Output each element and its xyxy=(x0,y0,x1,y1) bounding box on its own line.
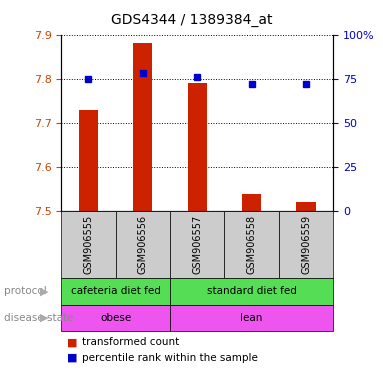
Bar xyxy=(242,194,261,211)
Text: lean: lean xyxy=(241,313,263,323)
Text: ▶: ▶ xyxy=(40,286,48,296)
Text: percentile rank within the sample: percentile rank within the sample xyxy=(82,353,258,362)
Text: GSM906555: GSM906555 xyxy=(83,215,93,275)
Text: transformed count: transformed count xyxy=(82,337,180,347)
Text: GSM906558: GSM906558 xyxy=(247,215,257,274)
Text: standard diet fed: standard diet fed xyxy=(207,286,296,296)
Text: ■: ■ xyxy=(67,353,77,362)
Text: GSM906557: GSM906557 xyxy=(192,215,202,275)
Text: ▶: ▶ xyxy=(40,313,48,323)
Text: GSM906559: GSM906559 xyxy=(301,215,311,274)
Text: GDS4344 / 1389384_at: GDS4344 / 1389384_at xyxy=(111,13,272,27)
Bar xyxy=(133,43,152,211)
Text: disease state: disease state xyxy=(4,313,73,323)
Bar xyxy=(296,202,316,211)
Text: obese: obese xyxy=(100,313,131,323)
Text: ■: ■ xyxy=(67,337,77,347)
Text: cafeteria diet fed: cafeteria diet fed xyxy=(71,286,160,296)
Bar xyxy=(79,109,98,211)
Bar xyxy=(188,83,207,211)
Text: protocol: protocol xyxy=(4,286,47,296)
Text: GSM906556: GSM906556 xyxy=(138,215,148,274)
